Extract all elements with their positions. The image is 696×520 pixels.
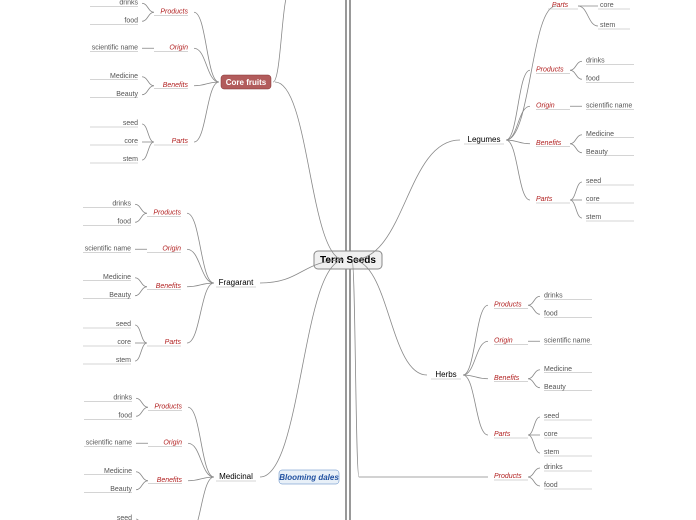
svg-text:stem: stem [600, 22, 615, 29]
leaf: core [586, 196, 600, 203]
attr-benefits: Benefits [157, 477, 183, 484]
svg-text:core: core [600, 2, 614, 9]
leaf: core [544, 431, 558, 438]
leaf: Medicine [110, 73, 138, 80]
cat-fragrant: Fragarant [219, 278, 254, 287]
leaf: food [117, 218, 131, 225]
cat-core: Core fruits [226, 78, 267, 87]
cat-herbs: Herbs [435, 370, 456, 379]
leaf: drinks [112, 200, 131, 207]
leaf: Medicine [586, 131, 614, 138]
attr-origin: Origin [169, 44, 188, 51]
leaf: food [544, 310, 558, 317]
leaf: scientific name [92, 44, 138, 51]
attr-products: Products [494, 473, 522, 480]
leaf: drinks [119, 0, 138, 6]
leaf: drinks [544, 292, 563, 299]
leaf: seed [116, 321, 131, 328]
leaf: scientific name [544, 337, 590, 344]
leaf: scientific name [85, 245, 131, 252]
leaf: Beauty [109, 292, 131, 299]
leaf: stem [586, 214, 601, 221]
leaf: seed [123, 120, 138, 127]
leaf: drinks [113, 394, 132, 401]
attr-products: Products [494, 301, 522, 308]
leaf: Medicine [104, 468, 132, 475]
leaf: stem [123, 156, 138, 163]
leaf: food [124, 17, 138, 24]
attr-origin: Origin [536, 102, 555, 109]
leaf: Beauty [586, 149, 608, 156]
leaf: core [117, 339, 131, 346]
svg-text:Term Seeds: Term Seeds [320, 255, 376, 266]
attr-products: Products [536, 66, 564, 73]
cat-legumes: Legumes [468, 135, 501, 144]
leaf: seed [117, 515, 132, 520]
cat-medicinal: Medicinal [219, 472, 253, 481]
leaf: Beauty [110, 486, 132, 493]
attr-products: Products [160, 8, 188, 15]
attr-origin: Origin [494, 337, 513, 344]
svg-text:Parts: Parts [552, 2, 569, 9]
leaf: Medicine [544, 366, 572, 373]
attr-benefits: Benefits [156, 283, 182, 290]
leaf: stem [544, 449, 559, 456]
attr-benefits: Benefits [536, 140, 562, 147]
leaf: Beauty [116, 91, 138, 98]
leaf: Medicine [103, 274, 131, 281]
attr-origin: Origin [163, 439, 182, 446]
leaf: Beauty [544, 384, 566, 391]
leaf: scientific name [586, 102, 632, 109]
leaf: stem [116, 357, 131, 364]
leaf: scientific name [86, 439, 132, 446]
attr-parts: Parts [536, 196, 553, 203]
leaf: food [544, 482, 558, 489]
leaf: drinks [586, 57, 605, 64]
attr-benefits: Benefits [494, 375, 520, 382]
attr-products: Products [154, 403, 182, 410]
attr-origin: Origin [162, 245, 181, 252]
attr-parts: Parts [172, 138, 189, 145]
leaf: seed [544, 413, 559, 420]
leaf: food [118, 412, 132, 419]
attr-benefits: Benefits [163, 82, 189, 89]
attr-parts: Parts [165, 339, 182, 346]
leaf: drinks [544, 464, 563, 471]
leaf: food [586, 75, 600, 82]
leaf: seed [586, 178, 601, 185]
leaf: core [124, 138, 138, 145]
attr-products: Products [153, 209, 181, 216]
cat-blooming: Blooming dales [279, 473, 339, 482]
attr-parts: Parts [494, 431, 511, 438]
